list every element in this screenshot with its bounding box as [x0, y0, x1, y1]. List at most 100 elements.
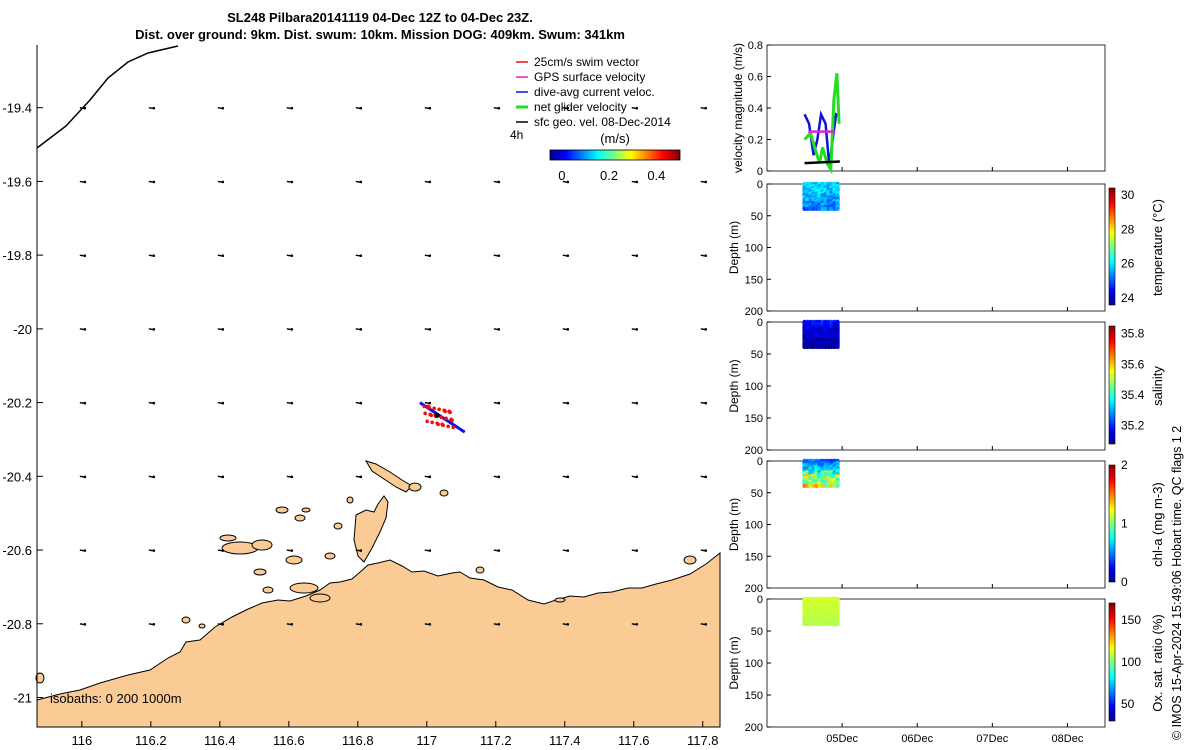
geo-velocity-arrowhead [635, 180, 639, 184]
profile-colorbar-tick-label: 35.4 [1121, 388, 1145, 402]
map-y-tick-label: -19.4 [2, 101, 32, 116]
velocity-panel-frame [766, 44, 1106, 172]
depth-tick-label: 50 [751, 626, 763, 638]
land-mainland [36, 551, 721, 728]
profile-point [835, 206, 840, 211]
geo-velocity-arrowhead [152, 475, 156, 479]
profile-colorbar-tick-label: 35.2 [1121, 419, 1145, 433]
velocity-y-tick-label: 0 [757, 166, 763, 178]
map-x-tick-label: 117 [416, 733, 437, 748]
geo-velocity-arrowhead [359, 622, 363, 626]
profile-colorbar-tick-label: 150 [1121, 613, 1141, 627]
depth-tick-label: 0 [757, 594, 763, 606]
geo-velocity-arrowhead [497, 475, 501, 479]
swim-vector [442, 408, 446, 413]
depth-tick-label: 100 [745, 243, 763, 255]
date-tick-label: 07Dec [976, 733, 1008, 745]
map-x-tick-label: 116.4 [204, 733, 236, 748]
profile-colorbar-tick-label: 100 [1121, 655, 1141, 669]
island-2 [285, 555, 303, 565]
map-x-tick-label: 116.6 [273, 733, 305, 748]
geo-velocity-arrowhead [635, 254, 639, 257]
swim-vector [449, 417, 453, 422]
geo-velocity-arrowhead [428, 180, 432, 184]
profile-colorbar-tick-label: 26 [1121, 257, 1135, 271]
island-19 [262, 586, 274, 594]
depth-axis-label: Depth (m) [727, 636, 741, 689]
geo-velocity-arrowhead [152, 106, 156, 110]
colorbar-label: (m/s) [600, 131, 630, 146]
geo-velocity-arrowhead [635, 475, 639, 479]
swim-vector [451, 425, 455, 430]
map-y-tick-label: -19.8 [2, 248, 32, 263]
depth-tick-label: 50 [751, 488, 763, 500]
geo-velocity-arrowhead [704, 180, 708, 184]
depth-tick-label: 0 [757, 179, 763, 191]
geo-velocity-arrowhead [635, 106, 639, 110]
geo-velocity-arrowhead [152, 180, 156, 184]
geo-velocity-arrowhead [704, 254, 708, 257]
geo-velocity-arrowhead [704, 106, 708, 110]
geo-velocity-arrowhead [83, 254, 87, 257]
geo-velocity-arrowhead [221, 180, 225, 184]
chart-title-line1: SL248 Pilbara20141119 04-Dec 12Z to 04-D… [227, 10, 533, 25]
colorbar-tick-label: 0 [558, 168, 565, 183]
island-20 [346, 496, 354, 504]
geo-velocity-arrowhead [221, 328, 225, 331]
depth-tick-label: 50 [751, 349, 763, 361]
profile-colorbar-tick-label: 35.6 [1121, 357, 1145, 371]
swim-vector [439, 415, 443, 420]
geo-velocity-arrowhead [221, 401, 225, 405]
geo-velocity-arrowhead [290, 549, 294, 552]
swim-vector [437, 407, 441, 412]
land-peninsula [353, 495, 389, 563]
island-18 [198, 623, 206, 629]
profile-colorbar-label: chl-a (mg m-3) [1150, 482, 1165, 567]
profile-colorbar-tick-label: 28 [1121, 222, 1135, 236]
profile-colorbar-label: Ox. sat. ratio (%) [1150, 614, 1165, 712]
geo-velocity-arrowhead [83, 106, 87, 110]
geo-velocity-arrowhead [497, 401, 501, 405]
geo-velocity-arrowhead [359, 401, 363, 405]
imos-credit: © IMOS 15-Apr-2024 15:49:06 Hobart time.… [1170, 425, 1184, 740]
geo-velocity-arrowhead [497, 180, 501, 184]
geo-velocity-arrowhead [704, 622, 708, 626]
isobaths-label: isobaths: 0 200 1000m [50, 691, 182, 706]
geo-velocity-arrowhead [152, 622, 156, 626]
depth-tick-label: 0 [757, 317, 763, 329]
island-12 [333, 522, 343, 530]
profile-colorbar-tick-label: 30 [1121, 188, 1135, 202]
map-y-tick-label: -20 [13, 322, 32, 337]
track-position [434, 412, 440, 418]
geo-velocity-arrowhead [83, 328, 87, 331]
island-3 [289, 582, 319, 594]
profile-point [835, 344, 840, 350]
depth-tick-label: 150 [745, 690, 763, 702]
profile-colorbar-tick-label: 1 [1121, 517, 1128, 531]
geo-velocity-arrowhead [566, 106, 570, 110]
velocity-y-tick-label: 0.6 [748, 72, 763, 84]
geo-velocity-arrowhead [704, 401, 708, 405]
geo-velocity-arrowhead [428, 622, 432, 626]
geo-velocity-arrowhead [497, 106, 501, 110]
map-y-tick-label: -19.6 [2, 174, 32, 189]
swim-vector [426, 404, 430, 409]
profile-colorbar-tick-label: 35.8 [1121, 327, 1145, 341]
geo-velocity-arrowhead [290, 475, 294, 479]
geo-velocity-arrowhead [635, 328, 639, 331]
geo-velocity-arrowhead [566, 180, 570, 184]
geo-velocity-arrowhead [566, 328, 570, 331]
geo-velocity-arrowhead [221, 475, 225, 479]
geo-velocity-arrowhead [83, 401, 87, 405]
colorbar-tick-label: 0.2 [600, 168, 618, 183]
swim-vector [430, 420, 434, 425]
profile-colorbar-tick-label: 0 [1121, 575, 1128, 589]
date-tick-label: 05Dec [826, 733, 858, 745]
profile-colorbar-tick-label: 50 [1121, 697, 1135, 711]
depth-axis-label: Depth (m) [727, 359, 741, 412]
geo-velocity-arrowhead [566, 475, 570, 479]
geo-velocity-arrowhead [566, 549, 570, 552]
map-y-tick-label: -20.8 [2, 617, 32, 632]
map-y-tick-label: -20.2 [2, 396, 32, 411]
